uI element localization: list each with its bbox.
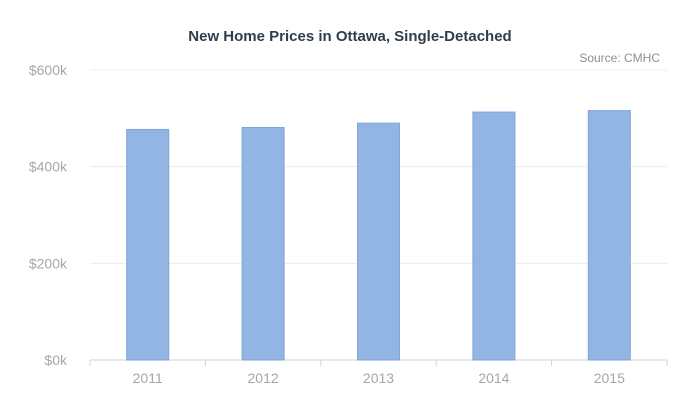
x-tick-label: 2013 (363, 370, 394, 386)
bar (587, 110, 631, 361)
y-tick-label: $400k (29, 159, 68, 175)
x-tick-label: 2014 (478, 370, 509, 386)
x-tick-label: 2015 (594, 370, 625, 386)
y-tick-label: $0k (44, 352, 68, 368)
y-tick-label: $600k (29, 62, 68, 78)
x-tick-label: 2011 (133, 370, 163, 386)
y-tick-label: $200k (29, 255, 68, 271)
bar (357, 122, 400, 361)
chart-title: New Home Prices in Ottawa, Single-Detach… (188, 28, 512, 45)
x-tick-label: 2012 (248, 370, 279, 386)
bar (126, 128, 170, 361)
chart-source: Source: CMHC (579, 51, 660, 65)
bar (472, 111, 516, 361)
bar (241, 127, 285, 361)
